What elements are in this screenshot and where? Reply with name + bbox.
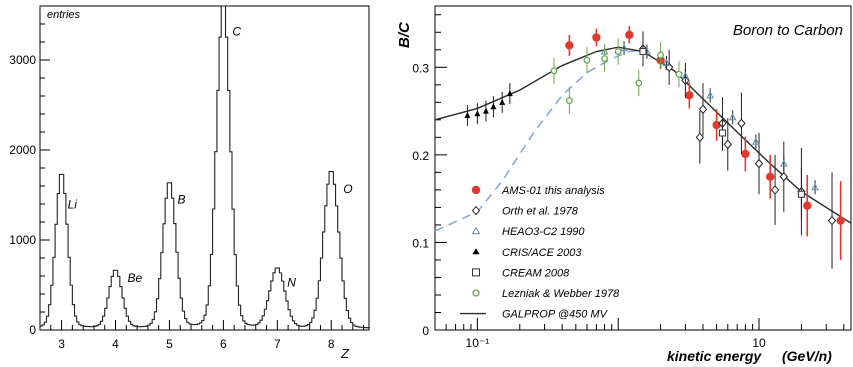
x-tick-label: 4 xyxy=(112,337,119,351)
x-tick-label: 3 xyxy=(58,337,65,351)
point-heao3 xyxy=(752,137,760,145)
legend-label: CREAM 2008 xyxy=(502,267,570,279)
legend-swatch xyxy=(471,185,481,195)
peak-label-b: B xyxy=(177,193,185,207)
legend-label: Lezniak & Webber 1978 xyxy=(502,288,620,300)
point-heao3 xyxy=(620,43,628,52)
point-orth xyxy=(779,171,788,182)
legend-swatch xyxy=(472,268,480,277)
plot-frame-right xyxy=(434,5,852,331)
peak-label-o: O xyxy=(343,182,352,196)
point-orth xyxy=(638,44,648,54)
point-heao3 xyxy=(681,72,690,80)
legend-swatch xyxy=(471,226,481,235)
x-axis-unit: (GeV/n) xyxy=(782,348,832,364)
point-heao3 xyxy=(643,47,651,55)
point-cris xyxy=(490,103,497,110)
point-cris xyxy=(499,98,506,105)
legend-swatch xyxy=(471,205,481,216)
point-cream xyxy=(718,129,726,137)
y-axis-label: entries xyxy=(47,9,81,21)
point-ams01 xyxy=(625,30,634,40)
point-ams01 xyxy=(656,56,665,65)
x-tick-label: 10 xyxy=(752,336,766,350)
x-tick-label: 10⁻¹ xyxy=(466,336,490,350)
x-tick-label: 8 xyxy=(328,337,335,351)
y-tick-label: 0 xyxy=(29,323,36,337)
point-cris xyxy=(464,111,471,118)
point-lezniak xyxy=(565,97,573,105)
point-orth xyxy=(737,118,746,129)
legend-swatch xyxy=(472,248,480,255)
peak-label-be: Be xyxy=(128,271,143,285)
point-cris xyxy=(506,90,513,97)
point-cream xyxy=(639,48,647,56)
y-tick-label: 0.2 xyxy=(412,149,429,163)
x-tick-label: 7 xyxy=(274,337,281,351)
dashed-model-curve xyxy=(434,48,648,232)
point-lezniak xyxy=(675,70,683,78)
point-orth xyxy=(664,62,674,73)
point-ams01 xyxy=(765,172,775,181)
point-ams01 xyxy=(836,216,845,225)
peak-label-n: N xyxy=(287,275,296,289)
chart-title: Boron to Carbon xyxy=(733,22,843,39)
y-tick-label: 0.3 xyxy=(412,61,429,75)
y-axis-label: B/C xyxy=(396,21,413,48)
y-tick-label: 1000 xyxy=(9,233,36,247)
point-ams01 xyxy=(803,201,812,210)
point-orth xyxy=(723,139,732,150)
point-ams01 xyxy=(741,149,750,159)
legend-swatch xyxy=(472,289,480,297)
point-orth xyxy=(695,132,705,143)
point-orth xyxy=(698,104,708,115)
point-ams01 xyxy=(592,33,601,42)
y-tick-label: 0 xyxy=(422,324,429,338)
point-orth xyxy=(797,186,806,197)
point-cris xyxy=(482,107,489,114)
point-orth xyxy=(681,75,690,86)
peak-label-c: C xyxy=(232,25,241,39)
legend-label: HEAO3-C2 1990 xyxy=(502,226,585,238)
point-lezniak xyxy=(635,79,643,87)
y-tick-label: 3000 xyxy=(9,53,36,67)
legend-label: AMS-01 this analysis xyxy=(501,185,605,197)
point-lezniak xyxy=(583,56,591,64)
legend-label: GALPROP @450 MV xyxy=(502,309,609,321)
point-ams01 xyxy=(685,91,694,100)
z-distribution-chart: 3 4 5 6 7 8 0 1000 2000 3000 entries Z Li Be B C N O xyxy=(9,5,371,361)
galprop-curve xyxy=(434,46,852,224)
histogram-line xyxy=(40,5,371,329)
point-lezniak xyxy=(601,55,609,62)
x-axis-label: Z xyxy=(340,346,350,361)
point-heao3 xyxy=(600,47,609,55)
point-orth xyxy=(770,185,780,195)
point-heao3 xyxy=(728,113,737,121)
peak-label-li: Li xyxy=(68,198,78,212)
point-heao3 xyxy=(779,159,788,167)
point-ams01 xyxy=(565,41,574,50)
y-tick-label: 0.1 xyxy=(412,236,429,250)
legend-label: Orth et al. 1978 xyxy=(502,206,579,218)
point-lezniak xyxy=(657,51,665,59)
x-tick-label: 6 xyxy=(220,337,227,351)
point-cream xyxy=(797,190,805,198)
point-heao3 xyxy=(662,58,671,66)
plot-frame-left xyxy=(39,5,370,331)
x-axis-label: kinetic energy xyxy=(667,348,762,364)
point-lezniak xyxy=(550,67,558,75)
legend-label: CRIS/ACE 2003 xyxy=(502,247,582,259)
point-ams01 xyxy=(712,120,721,130)
point-orth xyxy=(754,158,764,169)
point-heao3 xyxy=(706,91,715,99)
point-heao3 xyxy=(811,183,819,191)
y-tick-label: 2000 xyxy=(9,143,36,157)
point-orth xyxy=(827,215,837,226)
point-orth xyxy=(718,118,727,129)
x-tick-label: 5 xyxy=(166,337,173,351)
point-lezniak xyxy=(614,48,622,55)
point-cris xyxy=(474,110,481,117)
